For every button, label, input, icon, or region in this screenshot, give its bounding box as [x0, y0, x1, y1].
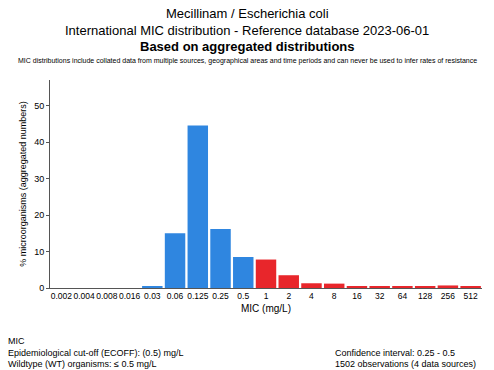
svg-text:Confidence interval: 0.25 - 0.: Confidence interval: 0.25 - 0.5	[335, 348, 455, 358]
svg-text:256: 256	[441, 291, 455, 301]
svg-text:MIC distributions include coll: MIC distributions include collated data …	[18, 57, 477, 65]
svg-text:0.008: 0.008	[96, 291, 118, 301]
svg-text:8: 8	[332, 291, 337, 301]
svg-text:Based on aggregated distributi: Based on aggregated distributions	[140, 39, 355, 54]
svg-text:0.06: 0.06	[167, 291, 184, 301]
svg-text:Mecillinam / Escherichia coli: Mecillinam / Escherichia coli	[166, 6, 329, 21]
svg-text:0: 0	[39, 283, 44, 293]
svg-text:0.002: 0.002	[51, 291, 73, 301]
svg-text:0.125: 0.125	[187, 291, 209, 301]
svg-text:0.03: 0.03	[144, 291, 161, 301]
svg-text:40: 40	[34, 137, 44, 147]
svg-text:0.25: 0.25	[212, 291, 229, 301]
svg-text:20: 20	[34, 210, 44, 220]
svg-text:1: 1	[264, 291, 269, 301]
svg-text:1502 observations (4 data sour: 1502 observations (4 data sources)	[335, 359, 476, 369]
svg-text:4: 4	[309, 291, 314, 301]
svg-text:International MIC distribution: International MIC distribution - Referen…	[65, 23, 429, 38]
svg-text:0.016: 0.016	[119, 291, 141, 301]
svg-text:0.5: 0.5	[237, 291, 249, 301]
svg-text:30: 30	[34, 174, 44, 184]
svg-text:Epidemiological cut-off (ECOFF: Epidemiological cut-off (ECOFF): (0.5) m…	[8, 348, 183, 358]
svg-text:MIC: MIC	[8, 336, 25, 346]
svg-text:50: 50	[34, 101, 44, 111]
svg-text:10: 10	[34, 247, 44, 257]
svg-text:512: 512	[464, 291, 478, 301]
svg-text:0.004: 0.004	[73, 291, 95, 301]
svg-text:% microorganisms (aggregated n: % microorganisms (aggregated numbers)	[18, 101, 28, 267]
svg-text:2: 2	[286, 291, 291, 301]
svg-text:32: 32	[375, 291, 385, 301]
svg-text:16: 16	[352, 291, 362, 301]
svg-text:MIC (mg/L): MIC (mg/L)	[241, 303, 291, 314]
svg-text:128: 128	[418, 291, 432, 301]
svg-text:Wildtype (WT) organisms: ≤ 0.5: Wildtype (WT) organisms: ≤ 0.5 mg/L	[8, 359, 156, 369]
svg-text:64: 64	[398, 291, 408, 301]
